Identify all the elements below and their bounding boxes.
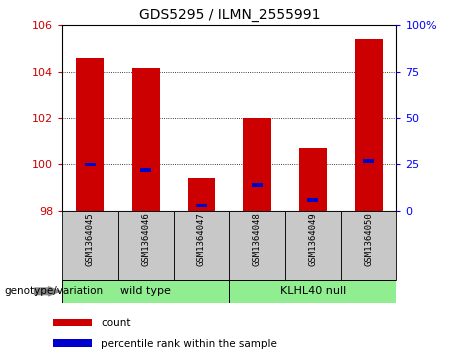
Text: percentile rank within the sample: percentile rank within the sample xyxy=(101,339,278,349)
Bar xyxy=(299,148,327,211)
Bar xyxy=(62,280,229,303)
Text: GSM1364050: GSM1364050 xyxy=(364,213,373,266)
Bar xyxy=(196,204,207,207)
Bar xyxy=(174,211,229,280)
Text: GSM1364048: GSM1364048 xyxy=(253,213,262,266)
Title: GDS5295 / ILMN_2555991: GDS5295 / ILMN_2555991 xyxy=(139,8,320,22)
Text: KLHL40 null: KLHL40 null xyxy=(280,286,346,296)
Bar xyxy=(118,211,174,280)
Bar xyxy=(243,118,271,211)
Text: GSM1364047: GSM1364047 xyxy=(197,213,206,266)
Text: GSM1364045: GSM1364045 xyxy=(86,213,95,266)
Text: GSM1364046: GSM1364046 xyxy=(141,213,150,266)
Bar xyxy=(188,178,215,211)
Bar xyxy=(229,211,285,280)
Bar xyxy=(252,183,263,187)
Bar xyxy=(363,159,374,163)
Bar xyxy=(140,168,151,172)
Bar xyxy=(84,163,96,166)
Bar xyxy=(341,211,396,280)
Text: count: count xyxy=(101,318,131,328)
Bar xyxy=(76,58,104,211)
Bar xyxy=(62,211,118,280)
Bar xyxy=(53,319,92,326)
Bar xyxy=(229,280,396,303)
Bar xyxy=(307,199,319,202)
Bar xyxy=(132,68,160,211)
Bar xyxy=(285,211,341,280)
Text: genotype/variation: genotype/variation xyxy=(5,286,104,296)
Text: GSM1364049: GSM1364049 xyxy=(308,213,318,266)
Bar xyxy=(53,339,92,347)
Text: wild type: wild type xyxy=(120,286,171,296)
Bar xyxy=(355,39,383,211)
